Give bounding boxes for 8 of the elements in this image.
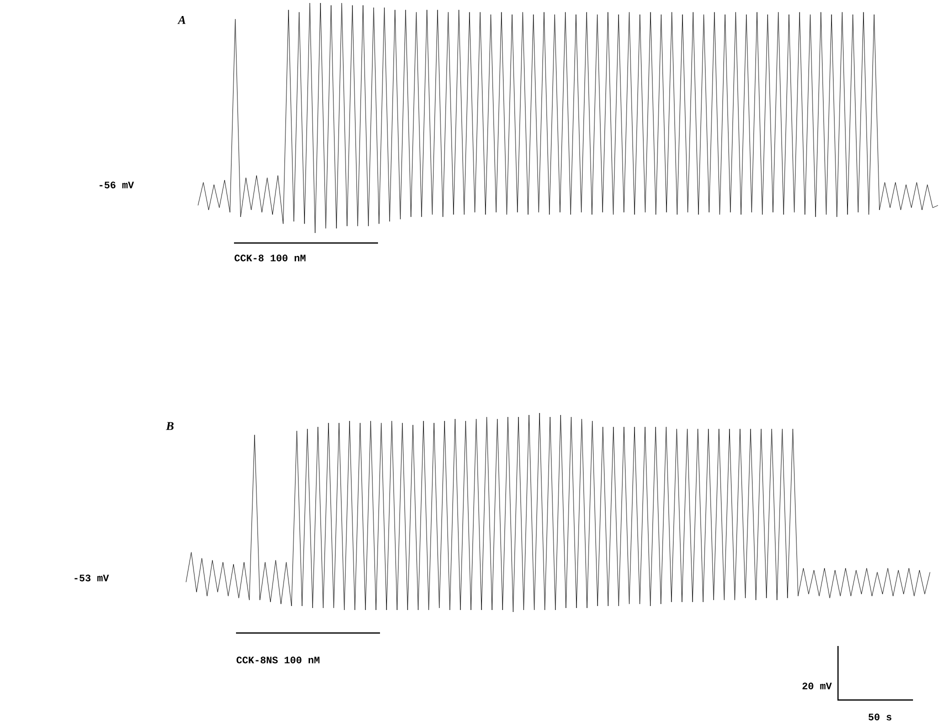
- text: 20 mV: [802, 682, 832, 690]
- text: -56 mV: [100, 182, 134, 188]
- text: B: [166, 422, 174, 430]
- text: CCK-8 100 nM: [234, 254, 306, 262]
- text: CCK-8NS 100 nM: [236, 656, 320, 664]
- text: A: [177, 16, 186, 24]
- text: 50 s: [868, 714, 892, 720]
- text: -53 mV: [74, 574, 109, 582]
